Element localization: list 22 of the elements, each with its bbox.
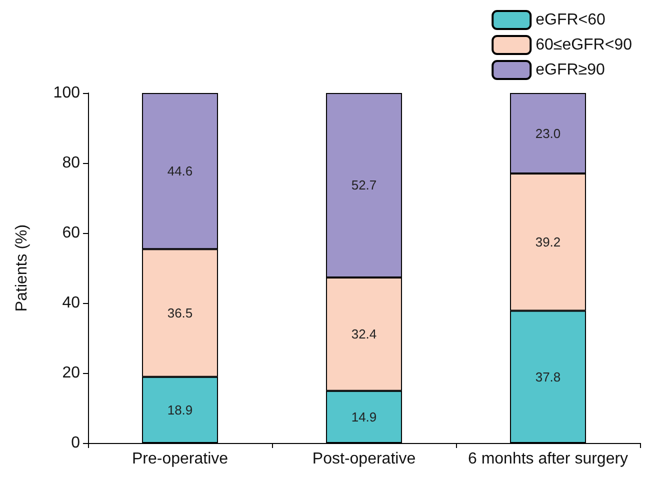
- legend-label: eGFR<60: [536, 12, 606, 28]
- y-tick-label: 40: [62, 294, 80, 312]
- y-axis-title: Patients (%): [14, 224, 30, 312]
- y-tick-label: 60: [62, 224, 80, 242]
- data-label: 32.4: [351, 326, 377, 342]
- data-label: 52.7: [351, 178, 377, 193]
- legend-label: eGFR≥90: [536, 62, 605, 78]
- y-tick-label: 0: [71, 434, 80, 452]
- x-tick-label: 6 monhts after surgery: [468, 450, 628, 468]
- x-tick-label: Pre-operative: [132, 450, 228, 468]
- data-label: 39.2: [535, 234, 561, 250]
- x-tick-label: Post-operative: [312, 450, 416, 468]
- data-label: 18.9: [167, 402, 193, 418]
- legend-label: 60≤eGFR<90: [536, 36, 632, 54]
- y-tick-label: 20: [62, 364, 80, 382]
- data-label: 44.6: [167, 164, 193, 179]
- data-label: 37.8: [535, 369, 561, 384]
- data-label: 36.5: [167, 305, 193, 320]
- data-label: 14.9: [351, 409, 377, 424]
- y-tick-label: 100: [53, 84, 80, 102]
- y-tick-label: 80: [62, 154, 80, 172]
- data-label: 23.0: [535, 126, 561, 141]
